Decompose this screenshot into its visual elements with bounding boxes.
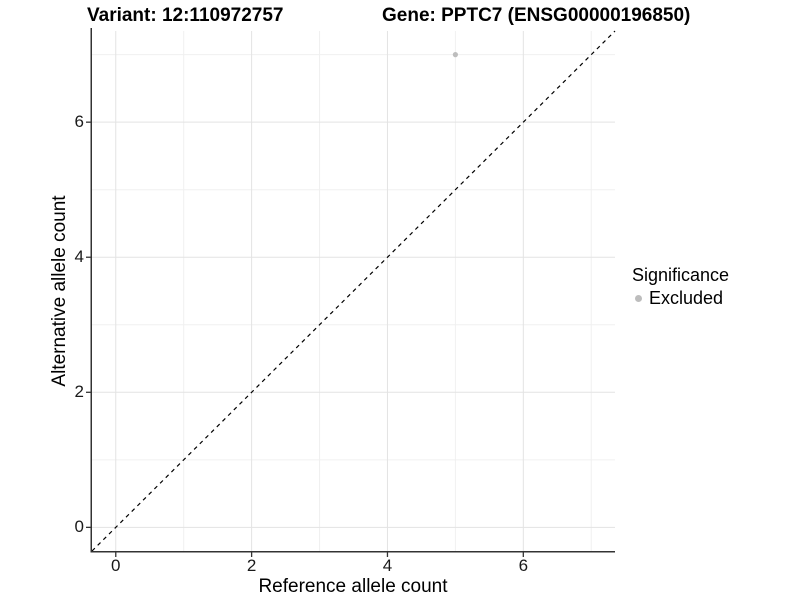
- x-tick-label: 6: [518, 556, 529, 575]
- y-tick-label: 4: [74, 247, 84, 267]
- x-tick-label: 4: [382, 556, 393, 575]
- legend-point-icon: [635, 295, 642, 302]
- x-tick-label: 0: [111, 556, 121, 575]
- identity-reference-line: [91, 30, 616, 552]
- plot-title-gene: Gene: PPTC7 (ENSG00000196850): [382, 5, 691, 26]
- plot-title-variant: Variant: 12:110972757: [87, 5, 284, 26]
- legend: Significance Excluded: [630, 264, 729, 310]
- y-tick-label: 6: [74, 112, 84, 132]
- y-tick-label: 2: [74, 382, 84, 402]
- y-axis-title: Alternative allele count: [49, 195, 70, 387]
- legend-item-excluded: Excluded: [630, 287, 729, 310]
- legend-item-label: Excluded: [649, 288, 724, 308]
- y-tick-label: 0: [74, 517, 84, 537]
- legend-title: Significance: [632, 265, 730, 285]
- data-point: [452, 52, 458, 58]
- x-axis-title: Reference allele count: [258, 576, 448, 597]
- x-tick-label: 2: [246, 556, 257, 575]
